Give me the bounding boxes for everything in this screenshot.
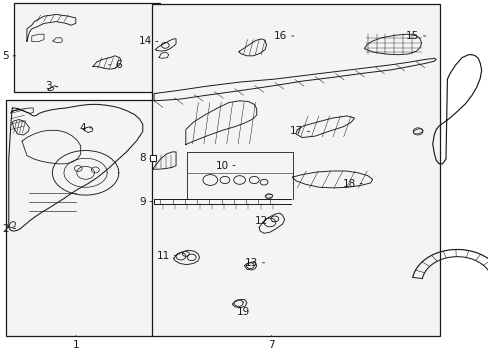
Bar [14,3,160,92]
Text: 8: 8 [139,153,152,163]
Bar [6,100,152,336]
Text: 12: 12 [254,216,274,226]
Text: 14: 14 [138,36,158,46]
Text: 4: 4 [79,123,92,133]
Text: 6: 6 [108,60,122,70]
Text: 7: 7 [267,336,274,350]
Text: 19: 19 [236,302,250,317]
Bar [151,4,439,336]
Text: 1: 1 [72,336,79,350]
Text: 16: 16 [274,31,293,41]
Text: 9: 9 [139,197,152,207]
Text: 2: 2 [2,224,16,234]
Text: 18: 18 [342,179,362,189]
Text: 11: 11 [157,251,176,261]
Text: 5: 5 [2,51,16,61]
Text: 15: 15 [406,31,425,41]
Text: 10: 10 [215,161,235,171]
Text: 13: 13 [244,258,264,268]
Text: 3: 3 [44,81,58,91]
Bar [149,155,155,161]
Text: 17: 17 [289,126,309,136]
